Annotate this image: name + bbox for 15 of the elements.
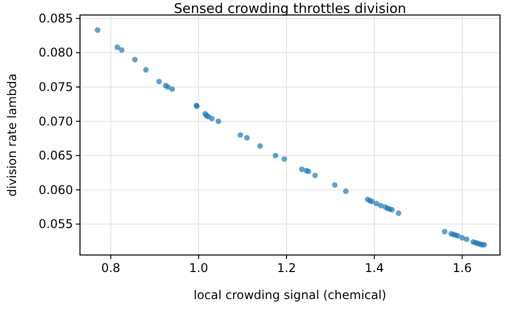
y-tick-label: 0.060	[38, 182, 73, 197]
y-axis-title: division rate lambda	[5, 74, 19, 196]
y-tick-label: 0.070	[38, 114, 73, 128]
y-tick-label: 0.085	[38, 11, 73, 26]
y-tick-label: 0.055	[38, 217, 73, 232]
x-axis-title: local crowding signal (chemical)	[194, 288, 386, 302]
x-tick-label: 1.0	[189, 261, 208, 275]
chart-title: Sensed crowding throttles division	[174, 1, 406, 17]
y-tick-label: 0.080	[38, 46, 73, 60]
y-tick-label: 0.065	[38, 148, 73, 163]
x-tick-label: 1.2	[276, 261, 296, 275]
x-tick-label: 0.8	[101, 261, 120, 275]
y-tick-label: 0.075	[38, 80, 73, 94]
x-tick-label: 1.6	[452, 261, 472, 275]
x-tick-label: 1.4	[364, 261, 384, 275]
